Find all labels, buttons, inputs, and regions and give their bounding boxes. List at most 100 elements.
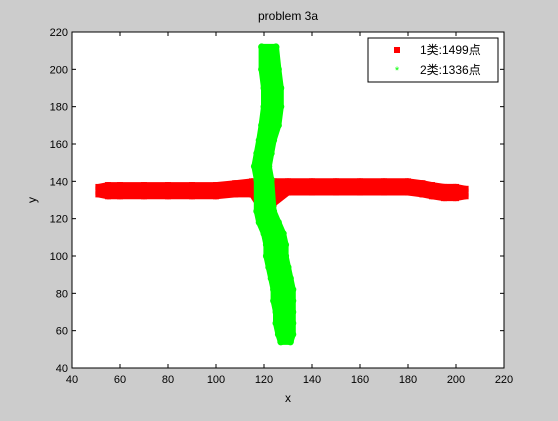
legend: 1类:1499点 * 2类:1336点 [367, 37, 499, 83]
data-point [274, 218, 282, 226]
y-tick-label: 180 [50, 102, 68, 114]
y-tick-label: 140 [50, 176, 68, 188]
x-tick-label: 160 [351, 374, 369, 386]
data-point [260, 230, 268, 238]
series-band [165, 182, 195, 200]
data-point [250, 162, 258, 170]
data-point [381, 178, 387, 185]
data-point [333, 189, 339, 196]
data-point [270, 286, 278, 294]
data-point [309, 178, 315, 185]
data-point [333, 178, 339, 185]
data-point [249, 191, 255, 198]
y-tick-label: 120 [50, 214, 68, 226]
series-2 [250, 43, 297, 346]
data-point [441, 183, 447, 190]
data-point [105, 193, 111, 200]
series-band [189, 182, 219, 200]
data-point [282, 241, 290, 249]
data-point [165, 182, 171, 189]
legend-marker [394, 47, 400, 53]
x-tick-label: 80 [162, 374, 174, 386]
x-tick-label: 60 [114, 374, 126, 386]
data-point [419, 180, 426, 187]
series-band [309, 178, 339, 196]
series-band [253, 176, 277, 215]
data-point [258, 43, 266, 51]
data-point [309, 189, 315, 196]
series-1 [95, 178, 469, 209]
data-point [357, 178, 363, 185]
data-point [285, 189, 291, 196]
data-point [272, 308, 280, 316]
y-axis-label: y [25, 197, 39, 203]
data-point [253, 149, 261, 157]
legend-marker: * [395, 65, 400, 77]
data-point [249, 178, 255, 185]
y-tick-label: 160 [50, 139, 68, 151]
legend-box [367, 37, 499, 83]
legend-label: 2类:1336点 [420, 63, 481, 77]
data-point [117, 182, 123, 189]
data-point [282, 252, 290, 260]
data-point [277, 338, 285, 346]
data-point [357, 189, 363, 196]
data-point [265, 162, 273, 170]
data-point [429, 182, 435, 189]
x-tick-label: 100 [207, 374, 225, 386]
series-band [333, 178, 363, 196]
data-point [289, 308, 297, 316]
data-point [453, 183, 459, 190]
data-point [267, 274, 275, 282]
x-tick-label: 220 [495, 374, 513, 386]
data-point [272, 43, 280, 51]
data-point [419, 191, 426, 198]
x-tick-label: 40 [66, 374, 78, 386]
data-point [286, 274, 294, 282]
data-point [279, 230, 287, 238]
data-point [441, 195, 447, 202]
data-point [270, 136, 278, 144]
data-point [453, 195, 459, 202]
data-point [272, 319, 280, 327]
data-point [381, 189, 387, 196]
data-point [405, 189, 411, 196]
data-point [289, 286, 297, 294]
data-point [258, 65, 266, 73]
y-tick-label: 60 [56, 326, 68, 338]
data-point [277, 84, 285, 92]
x-tick-label: 200 [447, 374, 465, 386]
data-point [253, 175, 261, 183]
data-point [105, 182, 111, 189]
data-point [260, 103, 268, 111]
data-point [274, 121, 282, 129]
y-tick-label: 40 [56, 363, 68, 375]
x-tick-label: 180 [399, 374, 417, 386]
chart-title: problem 3a [258, 9, 318, 23]
x-axis-label: x [285, 391, 291, 405]
series-band [285, 178, 315, 196]
y-tick-label: 200 [50, 64, 68, 76]
data-point [286, 338, 294, 346]
y-tick-label: 220 [50, 27, 68, 39]
data-point [262, 252, 270, 260]
data-point [95, 191, 102, 198]
data-point [289, 330, 297, 338]
data-point [262, 241, 270, 249]
axes-box [71, 31, 505, 369]
data-point [232, 180, 239, 187]
series-band [357, 178, 387, 196]
data-point [405, 178, 411, 185]
data-point [117, 193, 123, 200]
y-tick-label: 80 [56, 288, 68, 300]
x-tick-label: 140 [303, 374, 321, 386]
data-point [213, 193, 219, 200]
data-point [260, 84, 268, 92]
data-point [232, 191, 239, 198]
data-point [267, 149, 275, 157]
data-point [429, 193, 435, 200]
data-point [462, 193, 469, 200]
series-band [117, 182, 147, 200]
data-point [289, 319, 297, 327]
